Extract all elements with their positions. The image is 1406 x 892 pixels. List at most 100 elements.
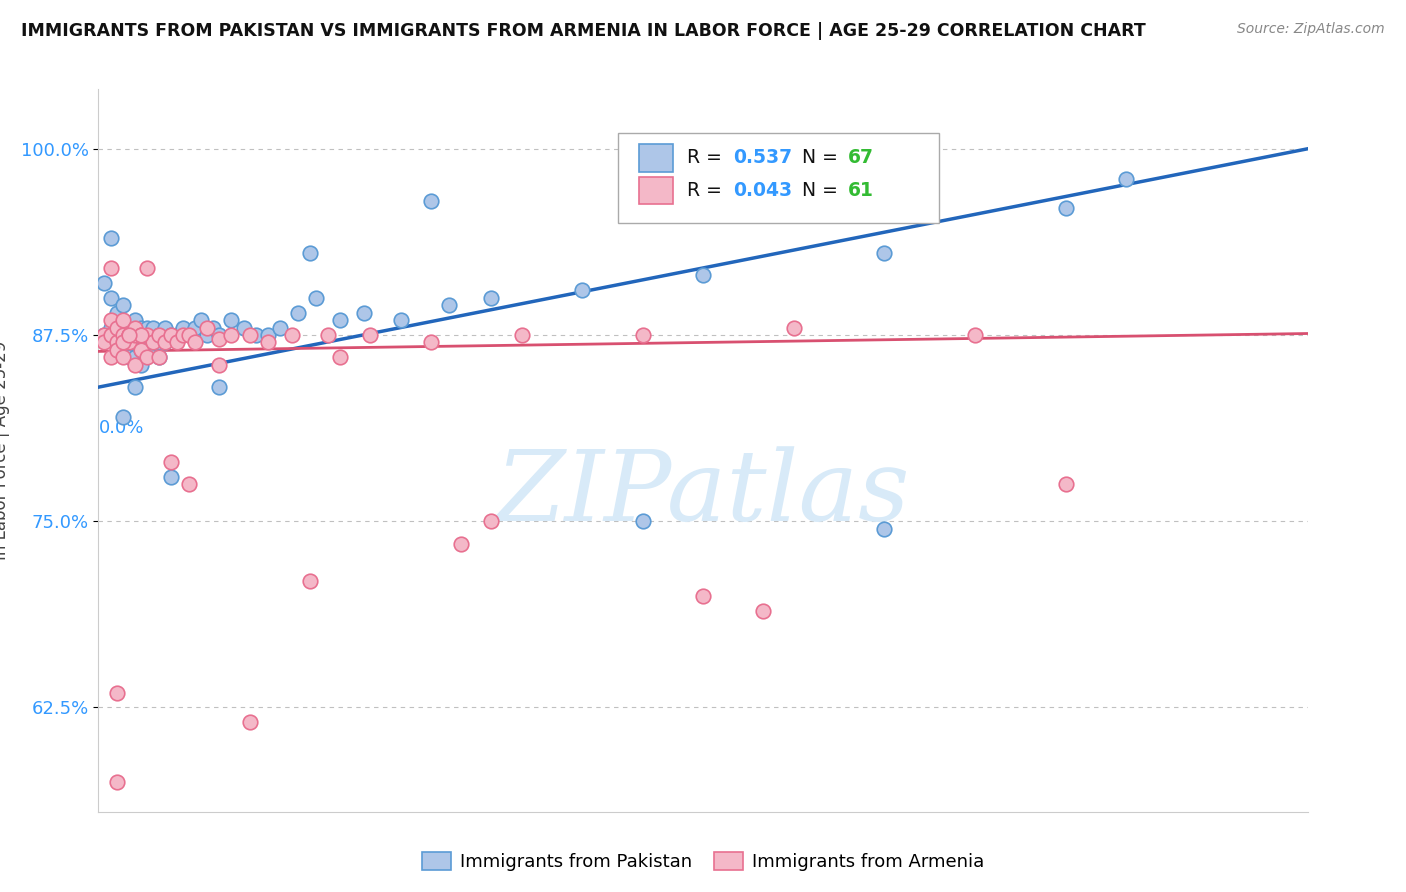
Point bbox=[105, 335, 128, 350]
FancyBboxPatch shape bbox=[638, 145, 673, 171]
Point bbox=[631, 328, 654, 343]
Point bbox=[135, 320, 157, 334]
Point bbox=[124, 351, 146, 365]
Point bbox=[111, 335, 134, 350]
Point bbox=[166, 335, 188, 350]
Text: 0.0%: 0.0% bbox=[98, 419, 143, 437]
Point bbox=[135, 335, 157, 350]
Point bbox=[329, 313, 352, 327]
Point bbox=[148, 335, 170, 350]
Point bbox=[160, 328, 183, 343]
Point bbox=[142, 335, 165, 350]
Point bbox=[316, 328, 339, 343]
Point bbox=[118, 320, 141, 334]
Point bbox=[1054, 477, 1077, 491]
Point bbox=[208, 358, 231, 372]
Point bbox=[105, 335, 128, 350]
Point bbox=[389, 313, 412, 327]
Text: 61: 61 bbox=[848, 181, 875, 200]
Legend: Immigrants from Pakistan, Immigrants from Armenia: Immigrants from Pakistan, Immigrants fro… bbox=[415, 846, 991, 879]
Point bbox=[118, 328, 141, 343]
Point bbox=[129, 328, 152, 343]
Point bbox=[281, 328, 304, 343]
Point bbox=[153, 335, 176, 350]
Point bbox=[232, 320, 254, 334]
Point bbox=[631, 514, 654, 528]
Point bbox=[179, 328, 201, 343]
Point bbox=[179, 477, 201, 491]
Point bbox=[752, 604, 775, 618]
Point bbox=[1054, 202, 1077, 216]
Point bbox=[105, 343, 128, 357]
Point bbox=[166, 328, 188, 343]
Point bbox=[184, 335, 207, 350]
Point bbox=[100, 313, 122, 327]
Point bbox=[256, 328, 278, 343]
Point bbox=[510, 328, 533, 343]
Point bbox=[571, 283, 593, 297]
Point bbox=[118, 335, 141, 350]
Text: 0.043: 0.043 bbox=[734, 181, 793, 200]
Point bbox=[100, 260, 122, 275]
Point bbox=[124, 328, 146, 343]
Point bbox=[124, 380, 146, 394]
Point bbox=[129, 343, 152, 357]
Point bbox=[269, 320, 291, 334]
Point bbox=[93, 328, 115, 343]
Point bbox=[124, 335, 146, 350]
Point bbox=[179, 328, 201, 343]
Text: Source: ZipAtlas.com: Source: ZipAtlas.com bbox=[1237, 22, 1385, 37]
Point bbox=[783, 320, 806, 334]
Point bbox=[124, 358, 146, 372]
Point bbox=[148, 328, 170, 343]
Point bbox=[105, 320, 128, 334]
Point bbox=[160, 455, 183, 469]
Point bbox=[111, 298, 134, 312]
FancyBboxPatch shape bbox=[619, 133, 939, 223]
Point bbox=[148, 328, 170, 343]
Point bbox=[105, 685, 128, 699]
Point bbox=[481, 514, 503, 528]
Point bbox=[202, 320, 225, 334]
Text: 67: 67 bbox=[848, 148, 875, 168]
Point bbox=[135, 343, 157, 357]
Point bbox=[124, 313, 146, 327]
Text: R =: R = bbox=[688, 181, 728, 200]
Point bbox=[208, 333, 231, 347]
Point bbox=[692, 268, 714, 283]
FancyBboxPatch shape bbox=[638, 177, 673, 204]
Text: IMMIGRANTS FROM PAKISTAN VS IMMIGRANTS FROM ARMENIA IN LABOR FORCE | AGE 25-29 C: IMMIGRANTS FROM PAKISTAN VS IMMIGRANTS F… bbox=[21, 22, 1146, 40]
Point bbox=[118, 328, 141, 343]
Point bbox=[160, 469, 183, 483]
Point bbox=[93, 276, 115, 290]
Point bbox=[692, 589, 714, 603]
Point bbox=[360, 328, 382, 343]
Point bbox=[111, 409, 134, 424]
Point bbox=[118, 351, 141, 365]
Point bbox=[100, 231, 122, 245]
Point bbox=[195, 320, 218, 334]
Text: N =: N = bbox=[803, 181, 844, 200]
Point bbox=[135, 328, 157, 343]
Point bbox=[111, 351, 134, 365]
Point bbox=[100, 328, 122, 343]
Point bbox=[208, 328, 231, 343]
Point bbox=[111, 313, 134, 327]
Point bbox=[437, 298, 460, 312]
Point bbox=[118, 328, 141, 343]
Text: ZIPatlas: ZIPatlas bbox=[496, 446, 910, 541]
Point bbox=[965, 328, 987, 343]
Point bbox=[184, 320, 207, 334]
Point bbox=[221, 313, 243, 327]
Point bbox=[329, 351, 352, 365]
Point bbox=[353, 306, 375, 320]
Point bbox=[481, 291, 503, 305]
Point bbox=[100, 351, 122, 365]
Point bbox=[129, 328, 152, 343]
Point bbox=[105, 328, 128, 343]
Point bbox=[256, 335, 278, 350]
Point bbox=[93, 335, 115, 350]
Point bbox=[93, 328, 115, 343]
Point bbox=[305, 291, 328, 305]
Point bbox=[105, 306, 128, 320]
